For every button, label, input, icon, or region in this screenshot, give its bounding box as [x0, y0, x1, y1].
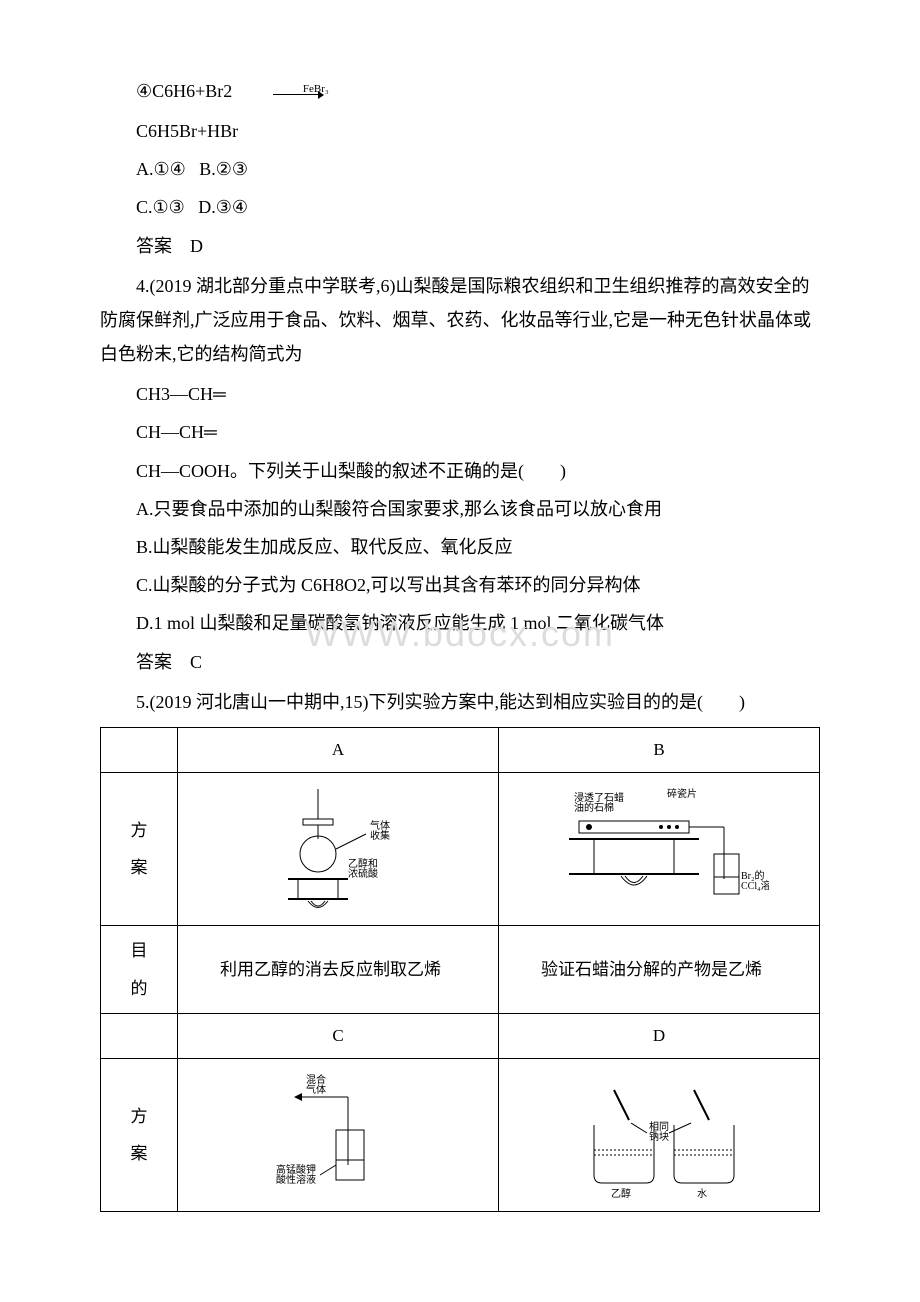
svg-text:浓硫酸: 浓硫酸 — [348, 867, 378, 880]
q3-opt-a: A.①④ — [136, 159, 186, 179]
q5-table: A B 方 案 气体 收集 乙醇和 浓硫酸 — [100, 727, 820, 1212]
q4-opt-b: B.山梨酸能发生加成反应、取代反应、氧化反应 — [100, 530, 820, 564]
label-ethanol: 乙醇 — [611, 1187, 631, 1200]
arrow-icon: FeBr₃ — [237, 76, 323, 110]
row-purpose-head: 目 的 — [101, 926, 178, 1014]
table-empty-head — [101, 727, 178, 772]
diagram-c-icon: 混合 气体 高锰酸钾 酸性溶液 — [258, 1065, 418, 1205]
row-purpose-label: 目 的 — [131, 941, 148, 997]
q3-options-row1: A.①④ B.②③ — [100, 152, 820, 186]
arrow-label: FeBr₃ — [267, 79, 329, 100]
q4-opt-c: C.山梨酸的分子式为 C6H8O2,可以写出其含有苯环的同分异构体 — [100, 568, 820, 602]
col-a-head: A — [178, 727, 499, 772]
col-b-head: B — [499, 727, 820, 772]
scheme-d-cell: 相同 钠块 乙醇 水 — [499, 1059, 820, 1212]
q4-formula-3: CH—COOH。下列关于山梨酸的叙述不正确的是( ) — [100, 454, 820, 488]
table-empty-head-2 — [101, 1014, 178, 1059]
q4-opt-a: A.只要食品中添加的山梨酸符合国家要求,那么该食品可以放心食用 — [100, 492, 820, 526]
diagram-b-icon: 碎瓷片 浸透了石蜡 油的石棉 Br₂的 CCl₄溶液 — [549, 779, 769, 919]
row-scheme-label-2: 方 案 — [131, 1107, 148, 1163]
q4-answer: 答案 C — [100, 645, 820, 679]
svg-text:气体: 气体 — [306, 1083, 326, 1096]
q3-options-row2: C.①③ D.③④ — [100, 190, 820, 224]
svg-text:收集: 收集 — [370, 829, 390, 842]
row-scheme-head-2: 方 案 — [101, 1059, 178, 1212]
q3-opt-d: D.③④ — [198, 197, 248, 217]
row-scheme-label: 方 案 — [131, 821, 148, 877]
q4-opt-d: D.1 mol 山梨酸和足量碳酸氢钠溶液反应能生成 1 mol 二氧化碳气体 — [100, 606, 820, 640]
col-c-head: C — [178, 1014, 499, 1059]
q3-answer: 答案 D — [100, 229, 820, 263]
q4-stem: 4.(2019 湖北部分重点中学联考,6)山梨酸是国际粮农组织和卫生组织推荐的高… — [100, 269, 820, 372]
purpose-b: 验证石蜡油分解的产物是乙烯 — [499, 926, 820, 1014]
q3-opt-c: C.①③ — [136, 197, 185, 217]
q3-opt-b: B.②③ — [199, 159, 248, 179]
scheme-a-cell: 气体 收集 乙醇和 浓硫酸 — [178, 773, 499, 926]
q4-formula-2: CH—CH═ — [100, 415, 820, 449]
col-d-head: D — [499, 1014, 820, 1059]
q3-reaction4-left: ④C6H6+Br2 — [136, 81, 232, 101]
scheme-b-cell: 碎瓷片 浸透了石蜡 油的石棉 Br₂的 CCl₄溶液 — [499, 773, 820, 926]
svg-text:油的石棉: 油的石棉 — [574, 801, 614, 814]
diagram-a-icon: 气体 收集 乙醇和 浓硫酸 — [248, 779, 428, 919]
label-water: 水 — [697, 1188, 707, 1200]
diagram-d-icon: 相同 钠块 乙醇 水 — [559, 1065, 759, 1205]
q3-reaction4: ④C6H6+Br2 FeBr₃ — [100, 74, 820, 110]
scheme-c-cell: 混合 气体 高锰酸钾 酸性溶液 — [178, 1059, 499, 1212]
svg-text:钠块: 钠块 — [649, 1130, 669, 1143]
row-scheme-head: 方 案 — [101, 773, 178, 926]
q4-formula-1: CH3—CH═ — [100, 377, 820, 411]
svg-text:酸性溶液: 酸性溶液 — [276, 1173, 316, 1186]
q5-stem: 5.(2019 河北唐山一中期中,15)下列实验方案中,能达到相应实验目的的是(… — [100, 685, 820, 719]
svg-text:CCl₄溶液: CCl₄溶液 — [741, 879, 769, 892]
label-porcelain: 碎瓷片 — [667, 787, 697, 800]
q3-reaction4-right: C6H5Br+HBr — [100, 114, 820, 148]
purpose-a: 利用乙醇的消去反应制取乙烯 — [178, 926, 499, 1014]
